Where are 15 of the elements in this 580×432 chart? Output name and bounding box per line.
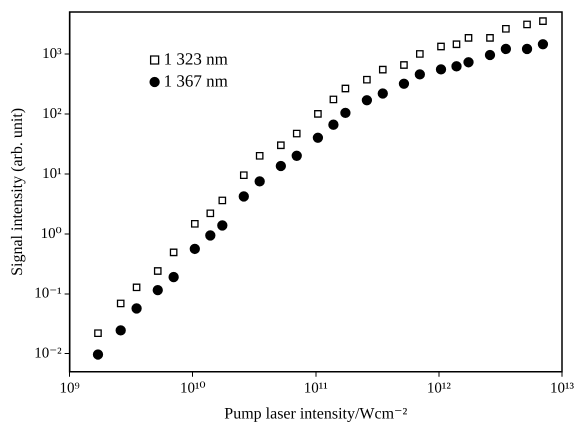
legend-label: 1 367 nm: [164, 71, 228, 90]
y-tick-label: 10⁻²: [34, 346, 62, 362]
y-axis-title: Signal intensity (arb. unit): [8, 108, 26, 276]
y-tick-label: 10⁻¹: [34, 286, 62, 302]
legend-label: 1 323 nm: [164, 49, 228, 68]
y-tick-label: 10³: [42, 46, 62, 62]
y-tick-label: 10¹: [42, 166, 62, 182]
x-tick-label: 10¹³: [550, 380, 574, 397]
x-axis-title: Pump laser intensity/Wcm⁻²: [224, 406, 408, 423]
x-tick-label: 10⁹: [59, 380, 80, 397]
x-tick-label: 10¹²: [426, 380, 452, 397]
x-tick-label: 10¹¹: [304, 380, 328, 397]
y-tick-label: 10²: [42, 106, 62, 122]
y-tick-label: 10⁰: [40, 226, 62, 242]
x-tick-label: 10¹⁰: [180, 380, 206, 397]
